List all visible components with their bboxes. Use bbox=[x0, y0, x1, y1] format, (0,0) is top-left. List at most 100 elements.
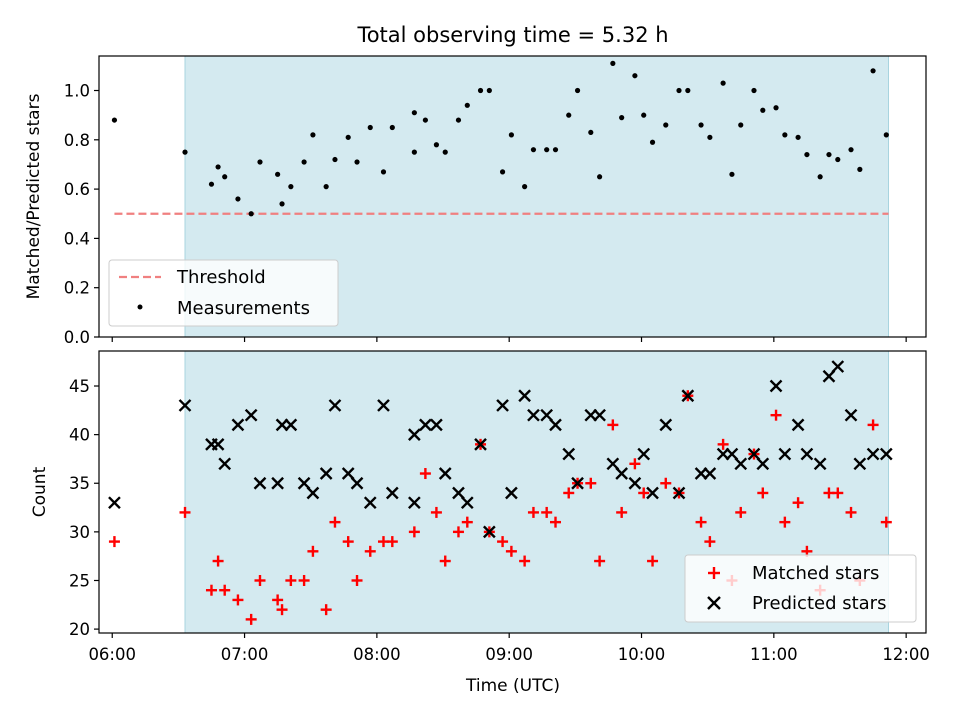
bottom-y-axis: 20 25 30 35 40 45 bbox=[69, 377, 99, 639]
measurement-point bbox=[442, 149, 448, 155]
measurement-point bbox=[870, 68, 876, 74]
measurement-point bbox=[248, 211, 254, 217]
matched-point bbox=[867, 419, 879, 431]
predicted-point bbox=[879, 447, 893, 461]
predicted-point bbox=[306, 486, 320, 500]
matched-point bbox=[832, 487, 844, 499]
measurement-point bbox=[857, 166, 863, 172]
matched-point bbox=[307, 545, 319, 557]
predicted-point bbox=[271, 476, 284, 490]
matched-point bbox=[419, 468, 431, 480]
predicted-point bbox=[430, 418, 443, 432]
predicted-point bbox=[211, 438, 225, 451]
matched-point bbox=[757, 487, 769, 499]
measurement-point bbox=[773, 105, 779, 111]
y-tick-label: 0.6 bbox=[64, 180, 90, 199]
matched-point bbox=[408, 526, 420, 538]
measurement-point bbox=[411, 110, 417, 116]
matched-point bbox=[629, 458, 641, 470]
measurement-point bbox=[826, 151, 832, 158]
predicted-point bbox=[231, 418, 245, 432]
measurement-point bbox=[552, 147, 559, 153]
measurement-point bbox=[464, 102, 470, 108]
bottom-x-axis: 06:00 07:00 08:00 09:00 10:00 11:00 12:00 bbox=[88, 633, 930, 664]
y-tick-label: 0.8 bbox=[64, 131, 90, 150]
predicted-point bbox=[747, 447, 761, 461]
predicted-point bbox=[549, 418, 562, 432]
predicted-point bbox=[778, 447, 792, 461]
predicted-point bbox=[844, 408, 858, 422]
x-tick-label: 10:00 bbox=[618, 645, 666, 664]
matched-point bbox=[430, 506, 442, 518]
figure-title: Total observing time = 5.32 h bbox=[356, 23, 668, 47]
predicted-point bbox=[218, 457, 232, 471]
matched-point bbox=[108, 536, 120, 548]
matched-point bbox=[505, 545, 517, 557]
measurement-point bbox=[883, 132, 889, 138]
predicted-point bbox=[672, 486, 686, 500]
measurement-point bbox=[508, 132, 514, 138]
predicted-point bbox=[769, 379, 783, 393]
matched-point bbox=[845, 506, 857, 518]
matched-point bbox=[735, 506, 747, 518]
measurement-point bbox=[641, 112, 647, 118]
matched-point bbox=[638, 487, 650, 499]
y-tick-label: 0.4 bbox=[64, 229, 90, 248]
matched-point bbox=[717, 438, 729, 450]
predicted-point bbox=[253, 476, 267, 490]
y-tick-label: 45 bbox=[69, 377, 90, 396]
x-tick-label: 07:00 bbox=[221, 645, 269, 664]
bottom-legend-box bbox=[684, 554, 917, 623]
predicted-point bbox=[866, 447, 880, 461]
matched-point bbox=[386, 536, 398, 548]
predicted-point bbox=[831, 360, 845, 373]
predicted-point bbox=[725, 447, 739, 461]
measurement-point bbox=[685, 87, 691, 94]
predicted-point bbox=[319, 467, 333, 480]
predicted-point bbox=[822, 369, 836, 383]
measurement-point bbox=[588, 129, 594, 136]
measurement-point bbox=[835, 156, 841, 163]
bottom-y-axis-label: Count bbox=[30, 466, 50, 517]
predicted-point bbox=[363, 496, 377, 510]
y-tick-label: 0.2 bbox=[64, 279, 90, 298]
measurement-point bbox=[574, 87, 581, 94]
measurement-point bbox=[222, 174, 228, 180]
predicted-point bbox=[681, 389, 695, 403]
y-tick-label: 30 bbox=[69, 523, 90, 542]
matched-point bbox=[660, 477, 672, 489]
predicted-point bbox=[108, 496, 121, 510]
measurement-point bbox=[676, 87, 682, 94]
matched-point bbox=[594, 555, 606, 567]
measurement-point bbox=[182, 149, 188, 155]
predicted-point bbox=[178, 399, 192, 412]
matched-point bbox=[179, 506, 191, 518]
predicted-point bbox=[482, 525, 496, 539]
matched-point bbox=[550, 516, 562, 528]
top-axes-frame bbox=[98, 55, 927, 338]
measurement-point bbox=[422, 117, 428, 123]
measurement-point bbox=[301, 159, 307, 165]
matched-point bbox=[647, 555, 659, 567]
predicted-point bbox=[571, 476, 584, 490]
measurement-point bbox=[522, 184, 528, 190]
measurement-point bbox=[566, 112, 572, 118]
matched-point bbox=[585, 477, 597, 489]
top-y-axis: 0.0 0.2 0.4 0.6 0.8 1.0 bbox=[64, 82, 99, 347]
predicted-point bbox=[637, 447, 651, 461]
y-tick-label: 0.0 bbox=[64, 328, 90, 347]
measurement-point bbox=[804, 151, 810, 158]
matched-point bbox=[779, 516, 791, 528]
top-legend-box bbox=[108, 259, 339, 327]
measurement-point bbox=[663, 122, 669, 128]
legend-measurements-label: Measurements bbox=[177, 298, 310, 319]
matched-point bbox=[527, 506, 539, 518]
x-tick-label: 11:00 bbox=[750, 645, 798, 664]
measurement-point bbox=[610, 60, 616, 66]
predicted-point bbox=[505, 486, 518, 500]
measurement-point bbox=[760, 107, 766, 113]
measurement-point bbox=[817, 174, 823, 180]
measurement-point bbox=[729, 171, 735, 177]
matched-point bbox=[364, 545, 376, 557]
